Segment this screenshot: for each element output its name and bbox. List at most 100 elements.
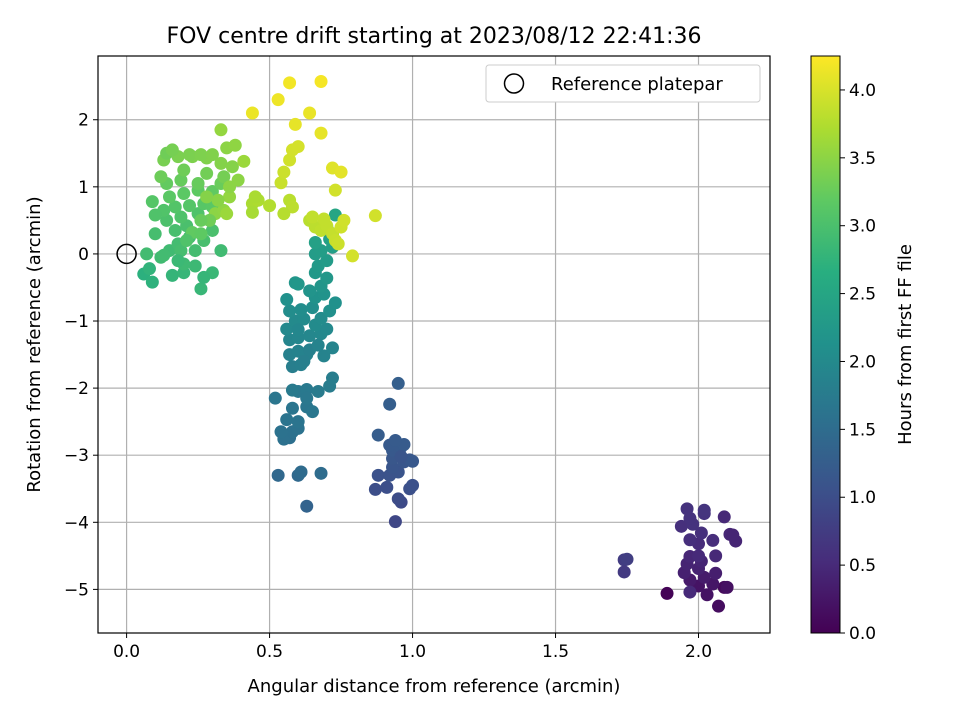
y-tick-label: 2 [78,111,89,131]
scatter-point [683,533,697,547]
y-tick-label: 0 [78,245,89,265]
colorbar-tick-label: 3.0 [849,217,876,237]
x-tick-label: 0.5 [256,642,283,662]
scatter-point [680,502,694,516]
scatter-point [194,148,208,162]
scatter-point [297,354,311,368]
scatter-point [720,580,734,594]
scatter-point [368,209,382,223]
scatter-point [171,254,185,268]
scatter-point [325,371,339,385]
y-axis-label: Rotation from reference (arcmin) [24,196,45,492]
colorbar-tick-label: 0.5 [849,556,876,576]
x-tick-label: 1.5 [542,642,569,662]
y-tick-label: −2 [64,379,89,399]
scatter-point [697,503,711,517]
scatter-point [223,180,237,194]
scatter-point [388,433,402,447]
scatter-point [371,428,385,442]
colorbar-ticks: 0.0 0.5 1.0 1.5 2.0 2.5 3.0 3.5 4.0 [840,81,876,644]
y-axis-ticks: −5 −4 −3 −2 −1 0 1 2 [64,111,98,600]
scatter-point [308,236,322,250]
legend: Reference platepar [485,64,761,103]
y-tick-label: −4 [64,513,89,533]
scatter-point [283,76,297,90]
x-tick-label: 0.0 [113,642,140,662]
scatter-point [220,207,234,221]
scatter-point [406,478,420,492]
scatter-point [305,301,319,315]
scatter-point [277,165,291,179]
scatter-point [177,187,191,201]
scatter-point [709,566,723,580]
colorbar-tick-label: 1.0 [849,488,876,508]
scatter-point [285,401,299,415]
scatter-point [300,499,314,513]
colorbar-tick-label: 0.0 [849,624,876,644]
colorbar-tick-label: 2.0 [849,352,876,372]
scatter-point [237,154,251,168]
scatter-point [294,303,308,317]
scatter-point [383,397,397,411]
legend-marker [503,73,525,94]
y-tick-label: −3 [64,446,89,466]
y-tick-label: −5 [64,580,89,600]
x-tick-label: 2.0 [685,642,712,662]
scatter-point [305,210,319,224]
scatter-point [346,249,360,263]
colorbar: 0.0 0.5 1.0 1.5 2.0 2.5 3.0 3.5 4.0 Hours from f… [810,55,916,644]
scatter-point [320,322,334,336]
scatter-point [660,586,674,600]
scatter-point [280,413,294,427]
scatter-point [271,468,285,482]
scatter-point [225,160,239,174]
scatter-point [617,565,631,579]
scatter-point [214,156,228,170]
scatter-point [294,465,308,479]
scatter-point [274,176,288,190]
scatter-point [334,165,348,179]
scatter-point [291,415,305,429]
scatter-point [288,117,302,131]
scatter-point [320,254,334,268]
scatter-point [371,468,385,482]
scatter-point [305,405,319,419]
scatter-point [168,200,182,214]
scatter-point [183,148,197,162]
scatter-point [368,482,382,496]
scatter-point [320,271,334,285]
x-tick-label: 1.0 [399,642,426,662]
scatter-points [137,74,743,613]
scatter-point [388,515,402,529]
colorbar-tick-label: 4.0 [849,81,876,101]
scatter-point [683,585,697,599]
scatter-point [180,234,194,248]
scatter-point [194,282,208,296]
x-axis-ticks: 0.0 0.5 1.0 1.5 2.0 [113,633,712,662]
reference-platepar-marker [116,243,137,265]
scatter-point [268,391,282,405]
scatter-point [328,296,342,310]
scatter-point [280,322,294,336]
scatter-point [406,454,420,468]
scatter-point [283,304,297,318]
legend-entry: Reference platepar [551,74,723,95]
scatter-point [140,247,154,261]
scatter-point [692,549,706,563]
scatter-point [331,237,345,251]
y-tick-label: 1 [78,178,89,198]
scatter-point [303,106,317,120]
scatter-point [188,259,202,273]
scatter-point [217,170,231,184]
colorbar-tick-label: 3.5 [849,149,876,169]
scatter-point [165,143,179,157]
legend-box [485,64,761,103]
scatter-point [183,199,197,213]
scatter-point [620,552,634,566]
colorbar-label: Hours from first FF file [895,244,916,445]
x-axis-label: Angular distance from reference (arcmin) [248,676,621,697]
scatter-point [200,166,214,180]
scatter-point [317,212,331,226]
scatter-point [197,270,211,284]
scatter-point [706,533,720,547]
